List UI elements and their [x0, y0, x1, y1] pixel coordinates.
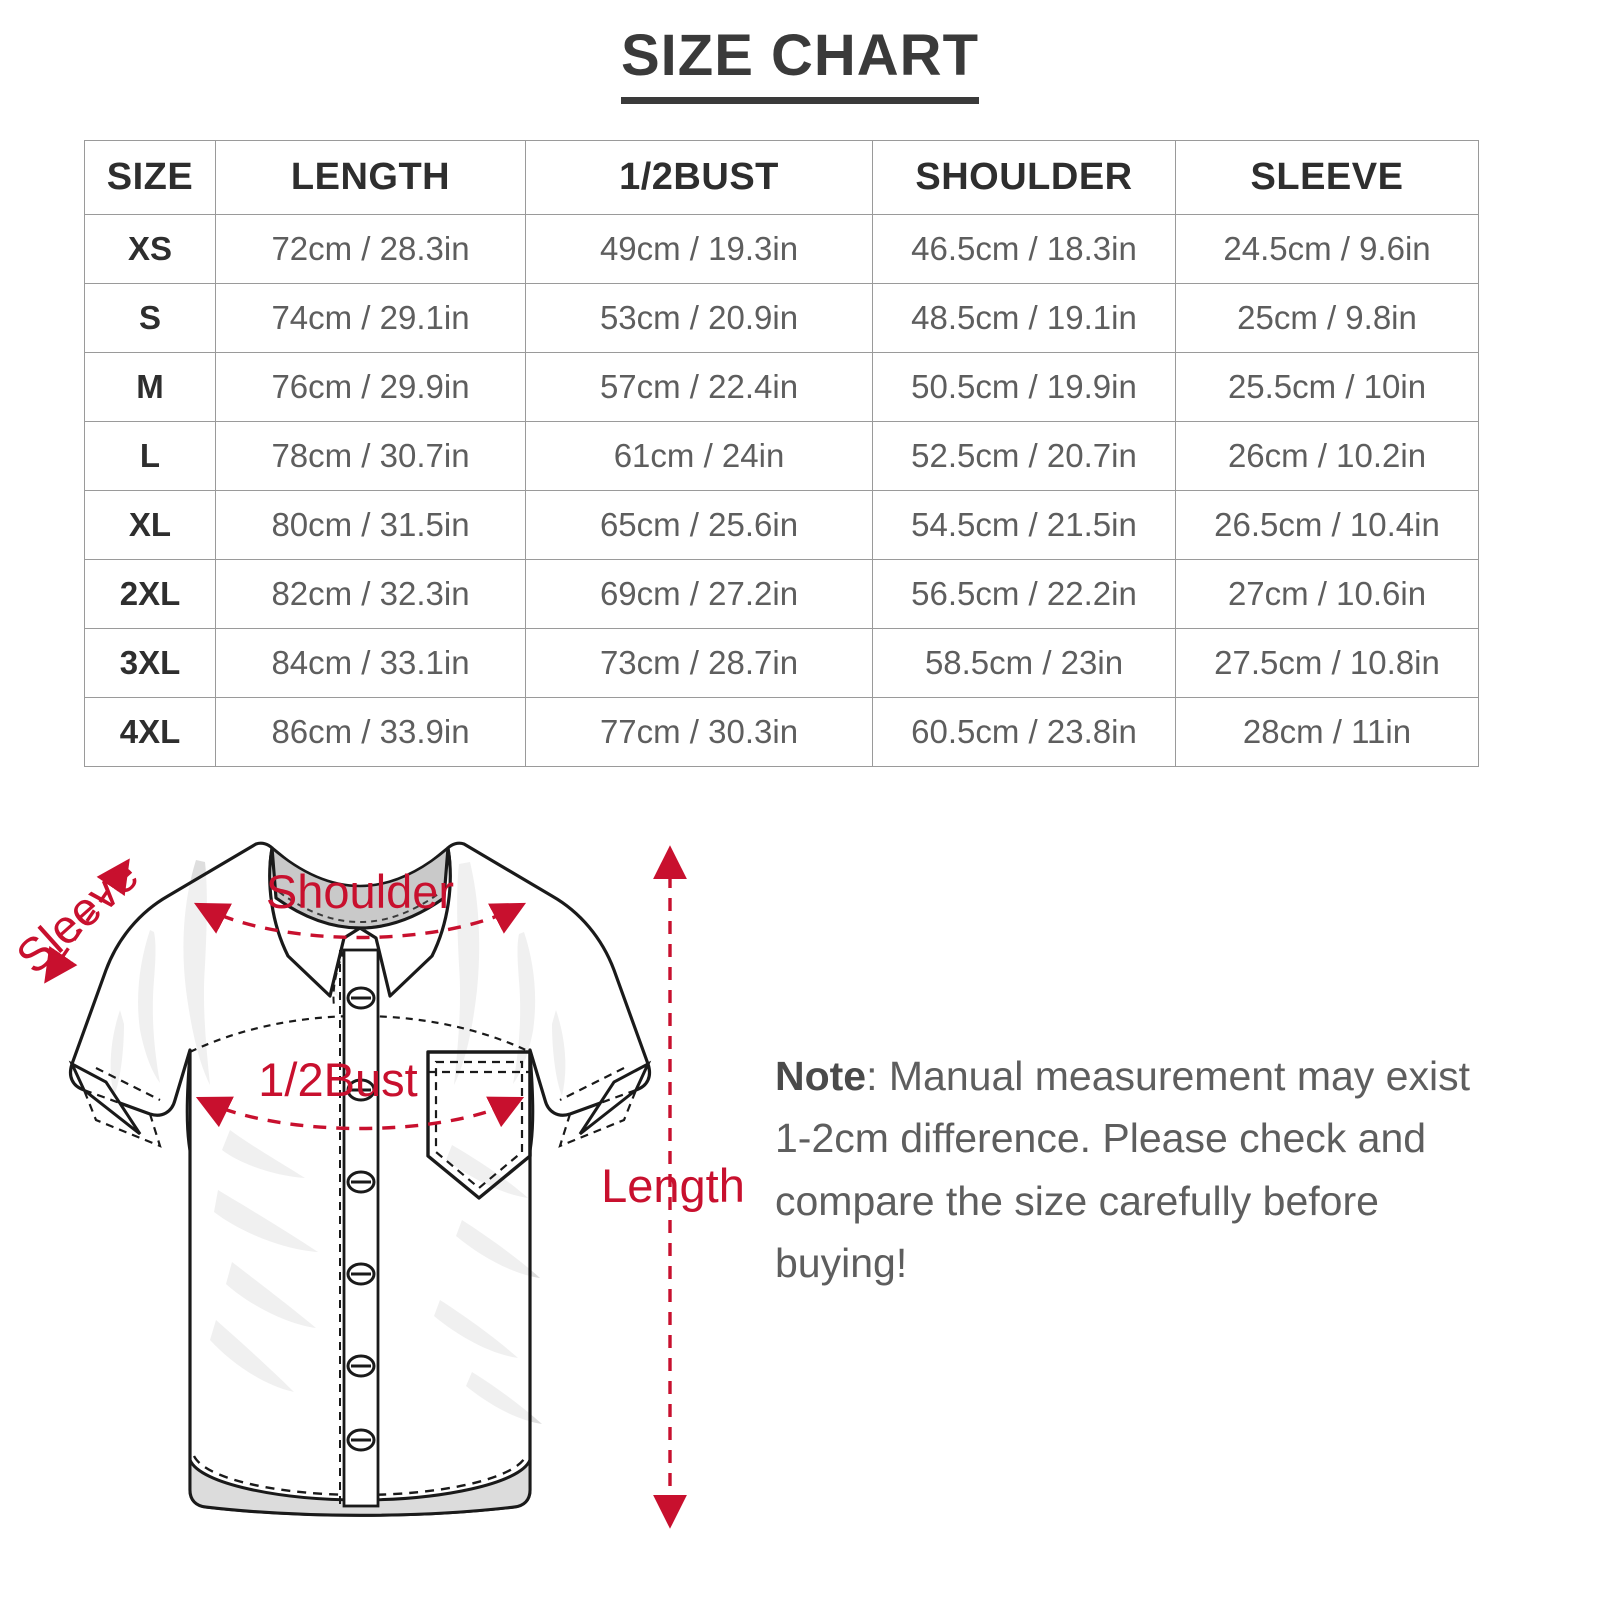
cell-length: 74cm / 29.1in	[215, 283, 526, 353]
column-header-shoulder: SHOULDER	[872, 140, 1176, 215]
half-bust-label: 1/2Bust	[258, 1053, 417, 1106]
cell-half-bust: 61cm / 24in	[525, 421, 873, 491]
cell-half-bust: 57cm / 22.4in	[525, 352, 873, 422]
cell-shoulder: 50.5cm / 19.9in	[872, 352, 1176, 422]
shoulder-measure-arrow	[193, 902, 527, 940]
table-body: XS 72cm / 28.3in 49cm / 19.3in 46.5cm / …	[84, 214, 1479, 767]
cell-size: XS	[84, 214, 216, 284]
cell-length: 72cm / 28.3in	[215, 214, 526, 284]
note-separator: :	[866, 1053, 889, 1099]
left-armhole-seam	[185, 1049, 192, 1153]
button	[346, 1170, 376, 1194]
table-row: 2XL 82cm / 32.3in 69cm / 27.2in 56.5cm /…	[84, 559, 1479, 629]
cell-half-bust: 65cm / 25.6in	[525, 490, 873, 560]
cell-size: 3XL	[84, 628, 216, 698]
right-sleeve-cuff	[578, 1060, 652, 1136]
placket-fold	[332, 949, 345, 1007]
cell-sleeve: 28cm / 11in	[1175, 697, 1479, 767]
cell-half-bust: 77cm / 30.3in	[525, 697, 873, 767]
cell-length: 76cm / 29.9in	[215, 352, 526, 422]
table-row: 3XL 84cm / 33.1in 73cm / 28.7in 58.5cm /…	[84, 628, 1479, 698]
button	[346, 1262, 376, 1286]
button	[346, 1354, 376, 1378]
right-cuff-line	[559, 1067, 625, 1101]
cell-sleeve: 26.5cm / 10.4in	[1175, 490, 1479, 560]
note-text: Manual measurement may exist 1-2cm diffe…	[775, 1053, 1470, 1286]
half-bust-measure-arrow	[195, 1096, 525, 1131]
note-block: Note: Manual measurement may exist 1-2cm…	[775, 1045, 1475, 1294]
cell-sleeve: 26cm / 10.2in	[1175, 421, 1479, 491]
measurement-diagram: Shoulder 1/2Bust Sleeve Length	[0, 800, 760, 1600]
cell-shoulder: 54.5cm / 21.5in	[872, 490, 1176, 560]
size-chart-table: SIZE LENGTH 1/2BUST SHOULDER SLEEVE XS 7…	[84, 140, 1479, 767]
shoulder-label: Shoulder	[266, 865, 454, 918]
cell-sleeve: 24.5cm / 9.6in	[1175, 214, 1479, 284]
cell-size: L	[84, 421, 216, 491]
table-header-row: SIZE LENGTH 1/2BUST SHOULDER SLEEVE	[84, 140, 1479, 215]
cell-shoulder: 60.5cm / 23.8in	[872, 697, 1176, 767]
column-header-half-bust: 1/2BUST	[525, 140, 873, 215]
page-title-container: SIZE CHART	[0, 25, 1600, 104]
cell-half-bust: 49cm / 19.3in	[525, 214, 873, 284]
cell-length: 80cm / 31.5in	[215, 490, 526, 560]
cell-sleeve: 25.5cm / 10in	[1175, 352, 1479, 422]
shirt-illustration	[68, 841, 652, 1517]
button	[346, 986, 376, 1010]
chest-pocket	[426, 1050, 532, 1200]
table-row: L 78cm / 30.7in 61cm / 24in 52.5cm / 20.…	[84, 421, 1479, 491]
length-label: Length	[601, 1159, 745, 1212]
cell-sleeve: 27.5cm / 10.8in	[1175, 628, 1479, 698]
cell-half-bust: 69cm / 27.2in	[525, 559, 873, 629]
button	[346, 1428, 376, 1452]
cell-sleeve: 27cm / 10.6in	[1175, 559, 1479, 629]
column-header-size: SIZE	[84, 140, 216, 215]
table-header: SIZE LENGTH 1/2BUST SHOULDER SLEEVE	[84, 140, 1479, 215]
cell-size: 4XL	[84, 697, 216, 767]
cell-size: 2XL	[84, 559, 216, 629]
table-row: XS 72cm / 28.3in 49cm / 19.3in 46.5cm / …	[84, 214, 1479, 284]
table-row: S 74cm / 29.1in 53cm / 20.9in 48.5cm / 1…	[84, 283, 1479, 353]
table-row: 4XL 86cm / 33.9in 77cm / 30.3in 60.5cm /…	[84, 697, 1479, 767]
cell-length: 82cm / 32.3in	[215, 559, 526, 629]
table-row: M 76cm / 29.9in 57cm / 22.4in 50.5cm / 1…	[84, 352, 1479, 422]
page-title: SIZE CHART	[621, 25, 979, 104]
button-placket	[342, 948, 380, 1508]
column-header-sleeve: SLEEVE	[1175, 140, 1479, 215]
cell-shoulder: 58.5cm / 23in	[872, 628, 1176, 698]
cell-sleeve: 25cm / 9.8in	[1175, 283, 1479, 353]
table-row: XL 80cm / 31.5in 65cm / 25.6in 54.5cm / …	[84, 490, 1479, 560]
cell-half-bust: 53cm / 20.9in	[525, 283, 873, 353]
right-cuff-stitching	[558, 1088, 638, 1148]
shirt-hem	[188, 1459, 532, 1517]
left-sleeve-cuff	[68, 1060, 142, 1136]
cell-shoulder: 52.5cm / 20.7in	[872, 421, 1176, 491]
cell-half-bust: 73cm / 28.7in	[525, 628, 873, 698]
cell-size: S	[84, 283, 216, 353]
cell-shoulder: 46.5cm / 18.3in	[872, 214, 1176, 284]
cell-size: XL	[84, 490, 216, 560]
hem-stitching	[192, 1455, 528, 1497]
left-cuff-line	[95, 1067, 161, 1101]
note-label: Note	[775, 1053, 867, 1099]
cell-length: 84cm / 33.1in	[215, 628, 526, 698]
cell-size: M	[84, 352, 216, 422]
cell-length: 78cm / 30.7in	[215, 421, 526, 491]
left-cuff-stitching	[82, 1088, 162, 1148]
shirt-buttons	[346, 986, 376, 1452]
column-header-length: LENGTH	[215, 140, 526, 215]
cell-shoulder: 56.5cm / 22.2in	[872, 559, 1176, 629]
cell-length: 86cm / 33.9in	[215, 697, 526, 767]
pocket-stitching	[434, 1060, 524, 1190]
sleeve-measure-arrow	[44, 858, 130, 984]
cell-shoulder: 48.5cm / 19.1in	[872, 283, 1176, 353]
